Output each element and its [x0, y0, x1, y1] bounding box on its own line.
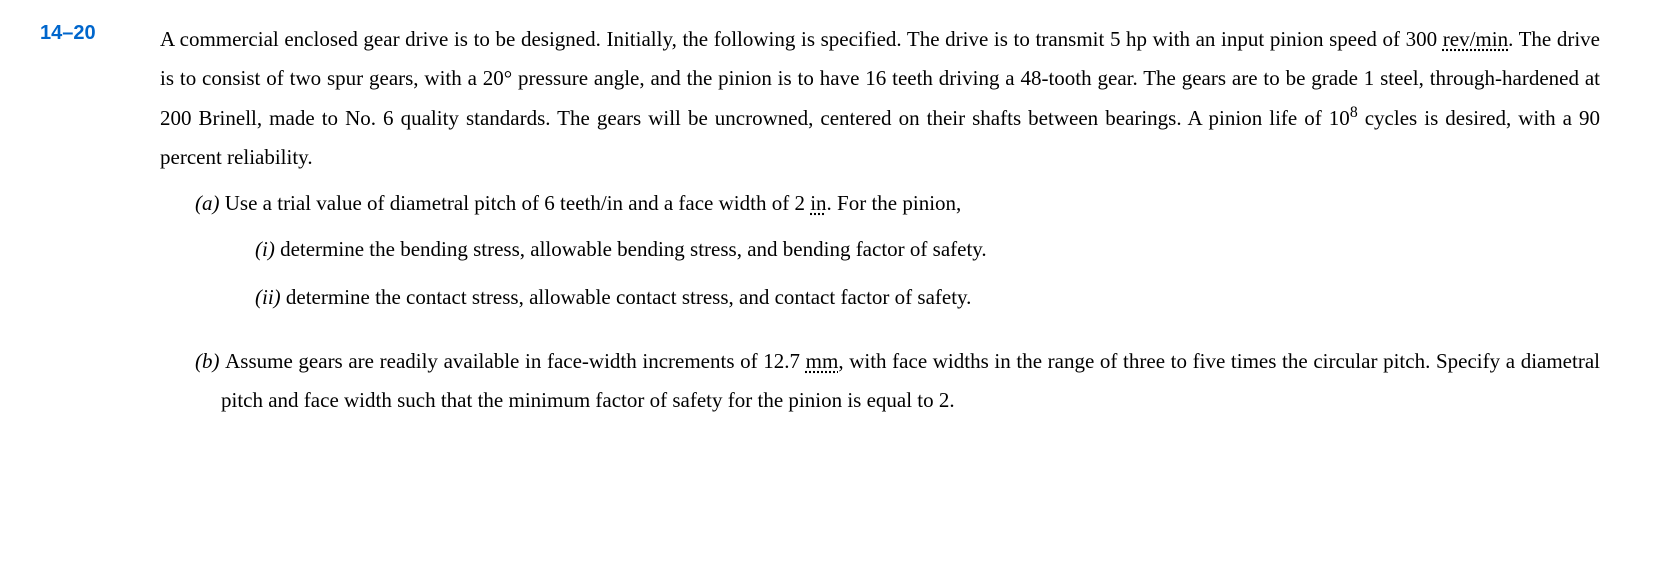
- problem-number: 14–20: [40, 20, 160, 45]
- subpart-ii-label: (ii): [255, 285, 286, 309]
- part-a-text-1: Use a trial value of diametral pitch of …: [225, 191, 810, 215]
- subpart-ii: (ii) determine the contact stress, allow…: [160, 281, 1600, 315]
- intro-exponent: 8: [1350, 104, 1358, 121]
- subpart-ii-text: determine the contact stress, allowable …: [286, 285, 972, 309]
- intro-text-1: A commercial enclosed gear drive is to b…: [160, 27, 1443, 51]
- subpart-i: (i) determine the bending stress, allowa…: [160, 233, 1600, 267]
- part-b-unit-mm: mm: [806, 349, 839, 373]
- problem-body: A commercial enclosed gear drive is to b…: [160, 20, 1600, 420]
- problem-intro: A commercial enclosed gear drive is to b…: [160, 20, 1600, 176]
- part-b: (b) Assume gears are readily available i…: [160, 342, 1600, 420]
- problem-container: 14–20 A commercial enclosed gear drive i…: [40, 20, 1600, 420]
- part-a-label: (a): [195, 191, 225, 215]
- part-b-text-1: Assume gears are readily available in fa…: [225, 349, 806, 373]
- part-a-text-2: . For the pinion,: [827, 191, 962, 215]
- intro-unit-revmin: rev/min: [1443, 27, 1508, 51]
- subpart-i-text: determine the bending stress, allowable …: [280, 237, 987, 261]
- subpart-i-label: (i): [255, 237, 280, 261]
- part-a-unit-in: in: [810, 191, 826, 215]
- part-b-label: (b): [195, 349, 225, 373]
- part-a: (a) Use a trial value of diametral pitch…: [160, 184, 1600, 223]
